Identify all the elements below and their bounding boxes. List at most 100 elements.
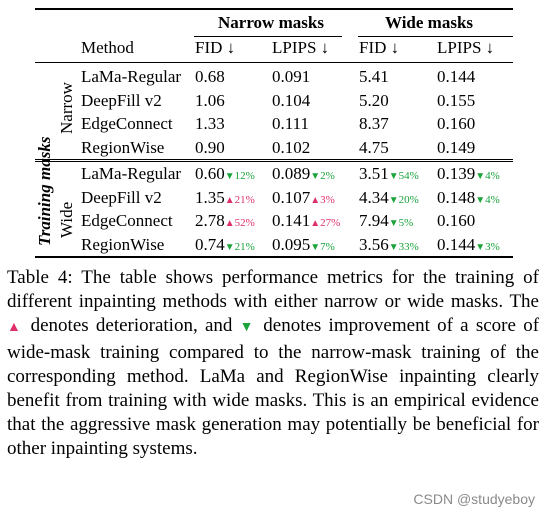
improvement-delta: ▼4% xyxy=(475,194,500,206)
delta-percent: 12% xyxy=(234,170,255,182)
triangle-down-icon: ▼ xyxy=(224,241,235,253)
group-header-wide: Wide masks xyxy=(385,13,474,32)
improvement-marker-icon: ▼ xyxy=(239,320,257,336)
narrow-fid-cell: 2.78▲52% xyxy=(195,211,255,234)
method-name: RegionWise xyxy=(81,235,164,255)
results-table: Narrow masks Wide masks Method FID ↓ LPI… xyxy=(35,8,513,258)
narrow-fid-cell: 0.60▼12% xyxy=(195,164,255,187)
delta-percent: 3% xyxy=(320,193,335,206)
col-header-wide-lpips: LPIPS ↓ xyxy=(437,38,495,57)
method-name: LaMa-Regular xyxy=(81,67,181,87)
cell-value: 0.144 xyxy=(437,67,476,86)
narrow-fid-cell: 0.68 xyxy=(195,67,225,87)
wide-lpips-cell: 0.148▼4% xyxy=(437,188,500,211)
cell-value: 0.091 xyxy=(272,67,311,86)
cell-value: 2.78 xyxy=(195,211,225,230)
triangle-down-icon: ▼ xyxy=(310,171,321,182)
cell-value: 0.68 xyxy=(195,67,225,86)
group-header-narrow: Narrow masks xyxy=(218,13,324,32)
wide-lpips-cell: 0.144▼3% xyxy=(437,235,500,258)
improvement-delta: ▼12% xyxy=(225,170,255,182)
cell-value: 0.155 xyxy=(437,90,476,110)
narrow-lpips-cell: 0.141▲27% xyxy=(272,211,340,234)
cell-value: 5.41 xyxy=(359,67,389,86)
cell-value: 1.33 xyxy=(195,114,225,133)
cell-value: LaMa-Regular xyxy=(81,164,182,183)
wide-lpips-cell: 0.139▼4% xyxy=(437,164,500,187)
watermark: CSDN @studyeboy xyxy=(413,491,535,507)
cell-value: 4.75 xyxy=(359,137,389,157)
cell-value: RegionWise xyxy=(81,234,165,254)
narrow-lpips-cell: 0.104 xyxy=(272,91,310,111)
caption-part2: denotes deterioration, and xyxy=(30,315,233,337)
wide-lpips-cell: 0.155 xyxy=(437,91,475,111)
wide-fid-cell: 4.75 xyxy=(359,138,389,158)
triangle-down-icon: ▼ xyxy=(310,241,321,253)
method-name: LaMa-Regular xyxy=(81,164,181,184)
triangle-down-icon: ▼ xyxy=(388,171,399,182)
cell-value: 0.160 xyxy=(437,114,476,133)
improvement-delta: ▼5% xyxy=(389,217,414,229)
triangle-down-icon: ▼ xyxy=(388,194,399,206)
wide-fid-cell: 5.41 xyxy=(359,67,389,87)
col-header-narrow-fid: FID ↓ xyxy=(195,38,236,57)
cell-value: 0.60 xyxy=(195,164,225,183)
cell-value: 3.51 xyxy=(359,164,389,183)
triangle-down-icon: ▼ xyxy=(475,241,486,253)
method-name: RegionWise xyxy=(81,138,164,158)
triangle-down-icon: ▼ xyxy=(388,241,399,253)
improvement-delta: ▼21% xyxy=(225,241,255,253)
table-caption: Table 4: The table shows performance met… xyxy=(7,266,539,462)
improvement-delta: ▼3% xyxy=(475,241,500,253)
improvement-delta: ▼7% xyxy=(310,241,335,253)
narrow-fid-cell: 1.06 xyxy=(195,91,225,111)
cell-value: 0.104 xyxy=(272,90,311,110)
cell-value: 0.160 xyxy=(437,211,476,230)
cell-value: 0.139 xyxy=(437,164,476,183)
delta-percent: 52% xyxy=(234,217,255,229)
narrow-lpips-cell: 0.102 xyxy=(272,138,310,158)
triangle-up-icon: ▲ xyxy=(310,194,321,206)
top-rule xyxy=(35,8,513,10)
narrow-fid-cell: 1.35▲21% xyxy=(195,188,255,211)
improvement-delta: ▼2% xyxy=(310,170,335,182)
cell-value: DeepFill v2 xyxy=(81,90,162,110)
delta-percent: 2% xyxy=(320,170,335,182)
delta-percent: 4% xyxy=(485,193,500,206)
cell-value: EdgeConnect xyxy=(81,211,173,230)
wide-lpips-cell: 0.149 xyxy=(437,138,475,158)
cell-value: 0.089 xyxy=(272,164,311,183)
col-header-method: Method xyxy=(81,38,134,57)
cell-value: 0.141 xyxy=(272,211,311,230)
delta-percent: 4% xyxy=(485,170,500,182)
wide-lpips-cell: 0.144 xyxy=(437,67,475,87)
narrow-fid-cell: 0.90 xyxy=(195,138,225,158)
delta-percent: 20% xyxy=(398,193,419,206)
delta-percent: 7% xyxy=(320,240,335,253)
cell-value: 0.74 xyxy=(195,234,225,254)
group-underline-wide xyxy=(358,36,513,37)
wide-fid-cell: 7.94▼5% xyxy=(359,211,413,234)
cell-value: 0.148 xyxy=(437,187,476,207)
mid-rule-2 xyxy=(35,161,513,162)
mid-rule-1 xyxy=(35,159,513,160)
cell-value: 1.06 xyxy=(195,90,225,110)
deterioration-delta: ▲27% xyxy=(310,217,340,229)
improvement-delta: ▼20% xyxy=(389,194,419,206)
delta-percent: 3% xyxy=(485,240,500,253)
wide-fid-cell: 5.20 xyxy=(359,91,389,111)
triangle-down-icon: ▼ xyxy=(388,218,399,229)
improvement-delta: ▼4% xyxy=(475,170,500,182)
delta-percent: 33% xyxy=(398,240,419,253)
bottom-rule xyxy=(35,256,513,258)
narrow-fid-cell: 1.33 xyxy=(195,114,225,134)
narrow-lpips-cell: 0.089▼2% xyxy=(272,164,335,187)
narrow-fid-cell: 0.74▼21% xyxy=(195,235,255,258)
delta-percent: 5% xyxy=(398,217,414,229)
cell-value: 0.90 xyxy=(195,137,225,157)
side-label-wide: Wide xyxy=(57,201,76,238)
side-label-narrow: Narrow xyxy=(57,82,76,134)
triangle-down-icon: ▼ xyxy=(475,194,486,206)
wide-fid-cell: 4.34▼20% xyxy=(359,188,419,211)
